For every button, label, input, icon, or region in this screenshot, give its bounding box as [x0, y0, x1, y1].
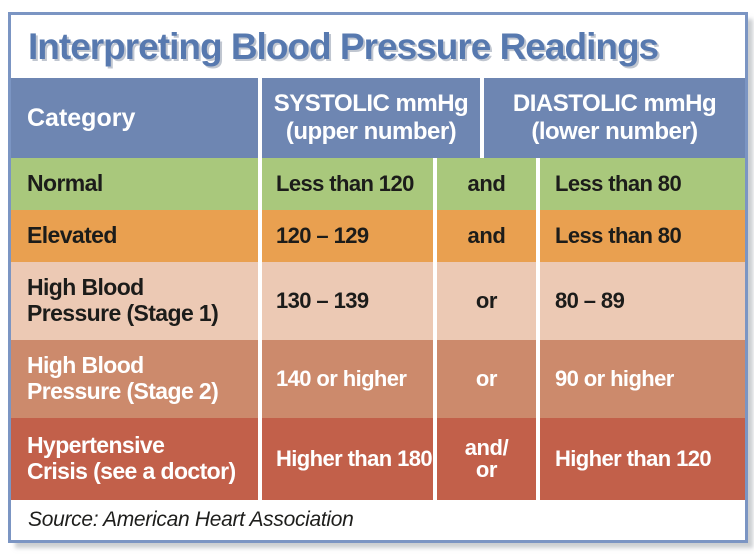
- header-systolic-sublabel: (upper number): [285, 118, 457, 145]
- header-diastolic-label: DIASTOLIC mmHg: [512, 89, 717, 117]
- table-row-normal: Normal Less than 120 and Less than 80: [11, 158, 745, 210]
- column-divider: [258, 418, 262, 500]
- source-note: Source: American Heart Association: [28, 508, 354, 531]
- column-divider: [258, 340, 262, 418]
- connector-cell: or: [437, 262, 536, 340]
- table-row-stage1: High Blood Pressure (Stage 1) 130 – 139 …: [11, 262, 745, 340]
- column-divider: [536, 210, 540, 262]
- connector-cell: and: [437, 210, 536, 262]
- header-systolic: SYSTOLIC mmHg (upper number): [262, 78, 480, 158]
- table-row-stage2: High Blood Pressure (Stage 2) 140 or hig…: [11, 340, 745, 418]
- column-divider: [536, 158, 540, 210]
- header-diastolic: DIASTOLIC mmHg (lower number): [484, 78, 745, 158]
- diastolic-cell: Less than 80: [540, 158, 745, 210]
- diastolic-cell: Higher than 120: [540, 418, 745, 500]
- column-divider: [433, 340, 437, 418]
- column-divider: [433, 418, 437, 500]
- column-divider: [536, 418, 540, 500]
- systolic-cell: 120 – 129: [262, 210, 433, 262]
- diastolic-cell: 80 – 89: [540, 262, 745, 340]
- column-divider: [536, 340, 540, 418]
- category-cell: High Blood Pressure (Stage 1): [11, 262, 258, 340]
- column-divider: [258, 262, 262, 340]
- diastolic-cell: Less than 80: [540, 210, 745, 262]
- systolic-cell: Higher than 180: [262, 418, 433, 500]
- systolic-cell: Less than 120: [262, 158, 433, 210]
- column-divider: [480, 78, 484, 158]
- column-divider: [433, 262, 437, 340]
- title-bar: Interpreting Blood Pressure Readings: [11, 15, 745, 78]
- column-divider: [433, 158, 437, 210]
- source-bar: Source: American Heart Association: [11, 500, 745, 540]
- category-cell: Elevated: [11, 210, 258, 262]
- category-cell: Hypertensive Crisis (see a doctor): [11, 418, 258, 500]
- column-divider: [258, 78, 262, 158]
- connector-cell: and/ or: [437, 418, 536, 500]
- header-diastolic-sublabel: (lower number): [531, 118, 698, 145]
- column-divider: [433, 210, 437, 262]
- category-cell: High Blood Pressure (Stage 2): [11, 340, 258, 418]
- header-category: Category: [11, 78, 258, 158]
- header-systolic-label: SYSTOLIC mmHg: [273, 89, 469, 117]
- column-divider: [258, 158, 262, 210]
- bp-chart-card: Interpreting Blood Pressure Readings Cat…: [8, 12, 748, 543]
- systolic-cell: 140 or higher: [262, 340, 433, 418]
- table-row-elevated: Elevated 120 – 129 and Less than 80: [11, 210, 745, 262]
- systolic-cell: 130 – 139: [262, 262, 433, 340]
- diastolic-cell: 90 or higher: [540, 340, 745, 418]
- category-cell: Normal: [11, 158, 258, 210]
- connector-cell: or: [437, 340, 536, 418]
- header-category-label: Category: [27, 103, 136, 132]
- table-header-row: Category SYSTOLIC mmHg (upper number) DI…: [11, 78, 745, 158]
- connector-cell: and: [437, 158, 536, 210]
- table-row-crisis: Hypertensive Crisis (see a doctor) Highe…: [11, 418, 745, 500]
- column-divider: [536, 262, 540, 340]
- column-divider: [258, 210, 262, 262]
- page-title: Interpreting Blood Pressure Readings: [28, 25, 659, 67]
